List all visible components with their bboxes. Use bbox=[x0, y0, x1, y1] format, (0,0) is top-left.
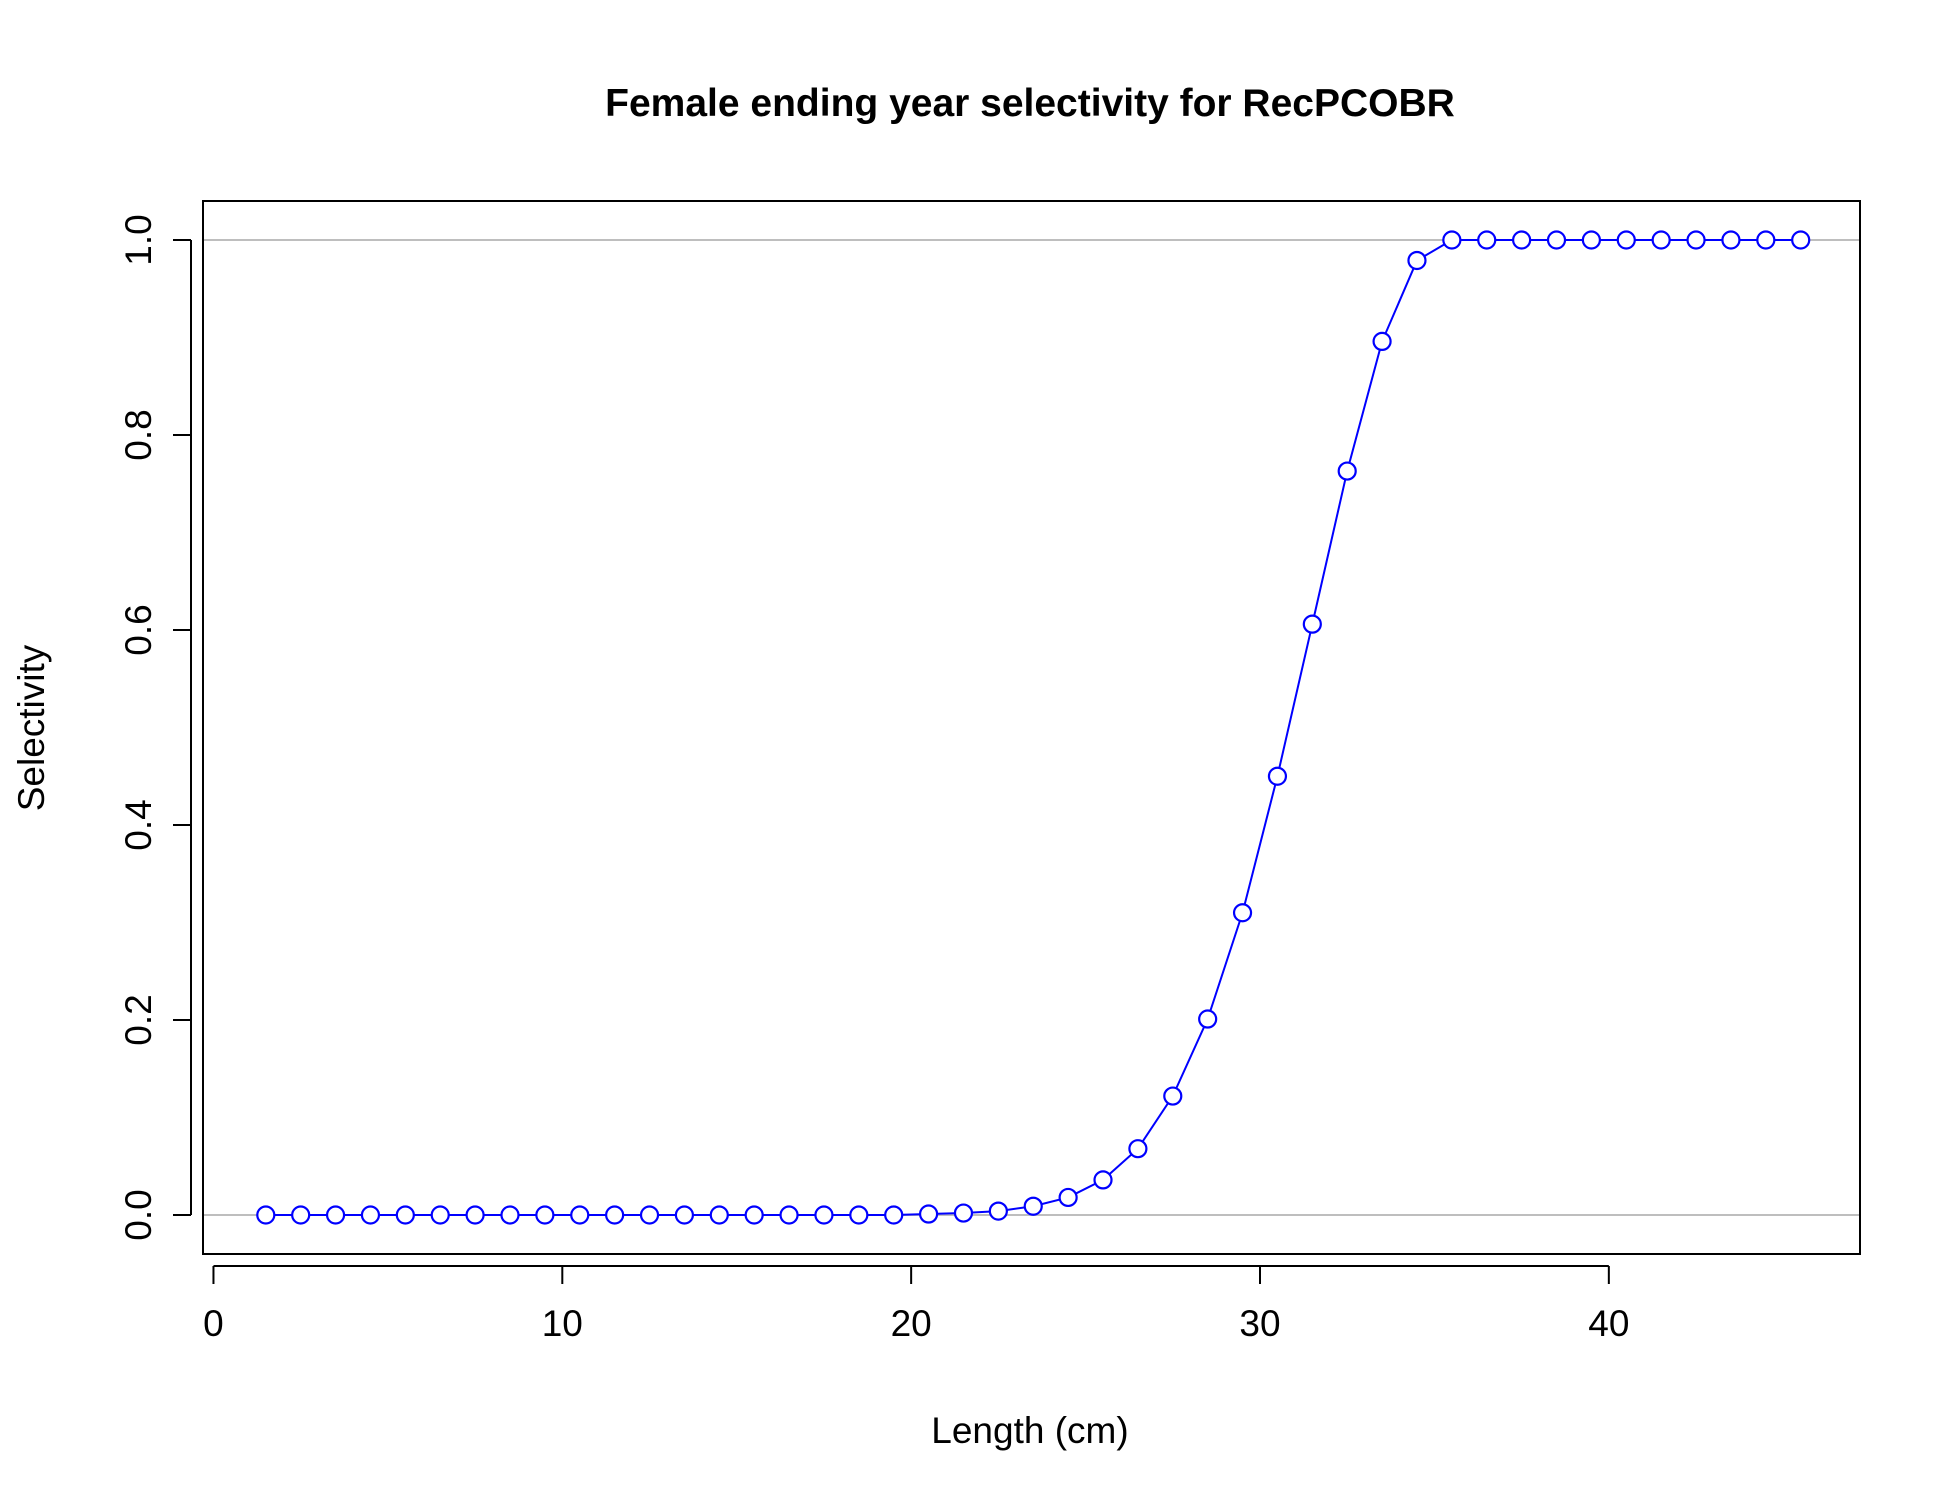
data-point bbox=[1198, 1009, 1218, 1029]
data-point bbox=[605, 1205, 625, 1225]
data-point bbox=[674, 1205, 695, 1225]
data-point bbox=[1302, 614, 1322, 634]
y-tick-label: 0.4 bbox=[118, 799, 159, 850]
data-point bbox=[918, 1204, 939, 1224]
data-point bbox=[953, 1203, 974, 1223]
data-point bbox=[814, 1205, 834, 1225]
reference-lines bbox=[203, 239, 1860, 1216]
y-tick-label: 0.2 bbox=[118, 994, 159, 1045]
data-point bbox=[1546, 230, 1567, 250]
data-point bbox=[360, 1205, 381, 1225]
data-point bbox=[1267, 766, 1288, 786]
data-point bbox=[1058, 1187, 1078, 1208]
plot-frame bbox=[202, 200, 1861, 1255]
data-point bbox=[884, 1205, 904, 1225]
data-point bbox=[709, 1205, 729, 1225]
x-tick-label: 30 bbox=[1239, 1303, 1280, 1344]
data-point bbox=[430, 1205, 450, 1225]
data-point bbox=[1442, 230, 1462, 250]
data-point bbox=[1791, 230, 1811, 250]
x-tick-label: 40 bbox=[1588, 1303, 1629, 1344]
y-tick-label: 1.0 bbox=[118, 214, 159, 265]
data-point bbox=[1407, 250, 1427, 271]
data-point bbox=[1163, 1086, 1183, 1106]
data-point bbox=[1372, 331, 1392, 351]
data-point bbox=[639, 1205, 660, 1225]
data-point bbox=[535, 1205, 555, 1225]
data-point bbox=[325, 1205, 346, 1225]
data-point bbox=[1756, 230, 1776, 250]
series-line bbox=[265, 239, 1801, 1216]
data-point bbox=[1512, 230, 1532, 250]
data-point bbox=[256, 1205, 276, 1225]
data-point bbox=[1616, 230, 1636, 250]
x-axis-label: Length (cm) bbox=[931, 1410, 1128, 1451]
data-point bbox=[1232, 903, 1253, 923]
y-axis-label: Selectivity bbox=[11, 644, 52, 811]
data-point bbox=[1337, 461, 1357, 481]
data-point bbox=[988, 1201, 1008, 1221]
y-tick-label: 0.0 bbox=[118, 1189, 159, 1240]
data-point bbox=[465, 1205, 485, 1225]
data-point bbox=[1581, 230, 1601, 250]
series-layer bbox=[256, 230, 1811, 1225]
data-point bbox=[1128, 1139, 1148, 1159]
x-axis: 0 10 20 30 40 bbox=[203, 1265, 1629, 1344]
data-point bbox=[291, 1205, 311, 1225]
data-point bbox=[500, 1205, 520, 1225]
x-tick-label: 0 bbox=[203, 1303, 224, 1344]
data-point bbox=[744, 1205, 764, 1225]
data-point bbox=[1477, 230, 1497, 250]
data-point bbox=[1023, 1196, 1043, 1216]
y-axis: 0.0 0.2 0.4 0.6 0.8 1.0 bbox=[118, 214, 192, 1241]
data-point bbox=[1651, 230, 1671, 250]
chart-title: Female ending year selectivity for RecPC… bbox=[605, 82, 1455, 125]
y-tick-label: 0.6 bbox=[118, 604, 159, 655]
x-tick-label: 20 bbox=[891, 1303, 932, 1344]
data-point bbox=[849, 1205, 869, 1225]
x-tick-label: 10 bbox=[542, 1303, 583, 1344]
data-point bbox=[779, 1205, 799, 1225]
data-point bbox=[395, 1205, 415, 1225]
y-tick-label: 0.8 bbox=[118, 409, 159, 460]
data-point bbox=[570, 1205, 590, 1225]
data-point bbox=[1721, 230, 1741, 250]
data-point bbox=[1093, 1170, 1113, 1190]
data-point bbox=[1686, 230, 1706, 250]
